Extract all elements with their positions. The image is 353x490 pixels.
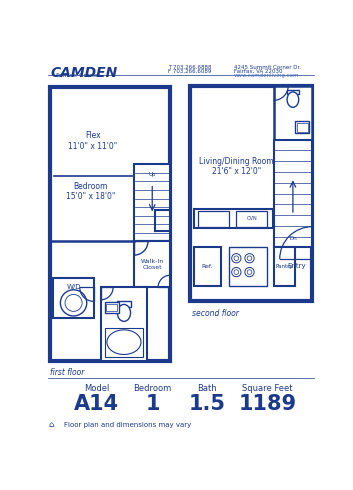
Ellipse shape [287,92,299,107]
Text: F 703.266.6089: F 703.266.6089 [168,69,211,74]
Bar [134,164,170,241]
Text: Bath: Bath [197,384,217,393]
Bar [295,121,309,133]
Text: Living/Dining Room
21'6" x 12'0": Living/Dining Room 21'6" x 12'0" [199,157,274,176]
Text: CAMDEN: CAMDEN [50,66,118,80]
Bar [101,288,147,361]
Text: Fairfax, VA 22030: Fairfax, VA 22030 [234,69,282,74]
Circle shape [247,256,252,261]
Circle shape [245,254,254,263]
Bar [104,302,119,313]
Text: Walk-In
Closet: Walk-In Closet [140,259,164,270]
Text: second floor: second floor [192,309,239,318]
Bar [134,241,170,288]
Text: Ref.: Ref. [202,264,213,269]
Bar [274,86,312,140]
Text: 1.5: 1.5 [189,394,225,414]
Circle shape [60,290,87,316]
Text: ⌂: ⌂ [48,420,53,429]
Text: Bedroom: Bedroom [133,384,172,393]
Text: 1189: 1189 [238,394,297,414]
Bar [50,87,170,361]
Bar [117,301,131,307]
Bar [190,86,312,301]
Text: Floor plan and dimensions may vary: Floor plan and dimensions may vary [64,422,191,428]
Text: Model: Model [84,384,109,393]
Circle shape [247,270,252,274]
Ellipse shape [117,304,131,321]
Circle shape [65,294,82,311]
Text: first floor: first floor [50,368,85,377]
Text: W/D: W/D [66,285,81,291]
Circle shape [232,254,241,263]
Circle shape [234,270,239,274]
Circle shape [245,268,254,277]
Text: 1: 1 [145,394,160,414]
Text: Fairfax Corner: Fairfax Corner [56,73,100,77]
Bar [229,247,267,286]
Text: Entry: Entry [287,263,306,269]
Bar [104,327,143,357]
Text: 4245 Summit Corner Dr.: 4245 Summit Corner Dr. [234,65,301,70]
Bar [194,209,273,228]
Text: Flex
11'0" x 11'0": Flex 11'0" x 11'0" [68,131,118,151]
Circle shape [234,256,239,261]
Text: T 703.266.6888: T 703.266.6888 [168,65,212,70]
Text: Pantry: Pantry [276,264,293,269]
Bar [274,140,312,247]
Bar [297,122,307,132]
Text: Bedroom
15'0" x 18'0": Bedroom 15'0" x 18'0" [66,181,115,201]
Text: Square Feet: Square Feet [242,384,293,393]
Bar [198,211,229,227]
Text: A14: A14 [74,394,119,414]
Text: www.camdenliving.com: www.camdenliving.com [234,73,299,77]
Bar [274,247,295,286]
Text: Dn: Dn [289,236,297,241]
Bar [106,304,117,311]
Text: Up: Up [149,172,156,177]
Circle shape [232,268,241,277]
Ellipse shape [107,330,141,354]
Bar [236,211,267,227]
Bar [287,90,299,94]
Bar [194,247,221,286]
Text: OVN: OVN [246,217,257,221]
Bar [53,278,94,318]
